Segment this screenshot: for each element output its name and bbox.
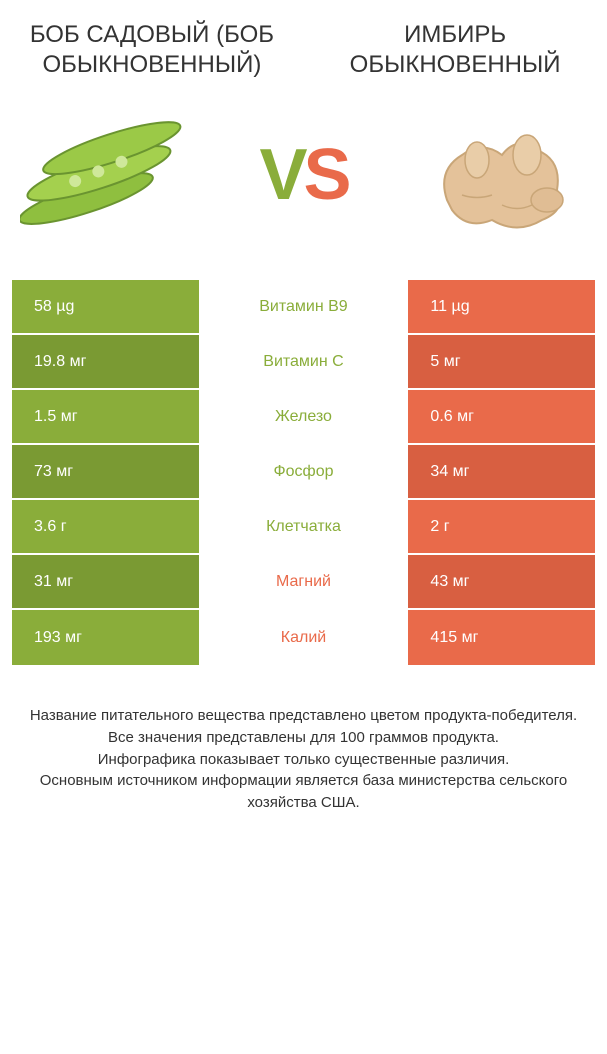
vs-s: S (304, 134, 348, 216)
value-left: 73 мг (12, 445, 199, 500)
nutrient-label: Магний (199, 555, 409, 610)
value-right: 0.6 мг (408, 390, 595, 445)
value-right: 34 мг (408, 445, 595, 500)
vs-label: VS (259, 134, 347, 216)
infographic-container: БОБ САДОВЫЙ (БОБ ОБЫКНОВЕННЫЙ) ИМБИРЬ ОБ… (0, 0, 607, 814)
footnote: Название питательного вещества представл… (12, 705, 595, 814)
images-row: VS (12, 100, 595, 250)
title-right: ИМБИРЬ ОБЫКНОВЕННЫЙ (315, 20, 595, 80)
value-right: 11 µg (408, 280, 595, 335)
value-left: 3.6 г (12, 500, 199, 555)
nutrient-label: Витамин C (199, 335, 409, 390)
value-right: 43 мг (408, 555, 595, 610)
table-row: 58 µgВитамин B911 µg (12, 280, 595, 335)
table-row: 193 мгКалий415 мг (12, 610, 595, 665)
footnote-line: Основным источником информации является … (22, 770, 585, 814)
table-row: 31 мгМагний43 мг (12, 555, 595, 610)
footnote-line: Инфографика показывает только существенн… (22, 749, 585, 771)
ginger-image (407, 100, 587, 250)
value-left: 31 мг (12, 555, 199, 610)
nutrient-label: Калий (199, 610, 409, 665)
nutrient-label: Железо (199, 390, 409, 445)
nutrient-label: Фосфор (199, 445, 409, 500)
table-row: 1.5 мгЖелезо0.6 мг (12, 390, 595, 445)
value-right: 2 г (408, 500, 595, 555)
vs-v: V (259, 134, 303, 216)
value-left: 19.8 мг (12, 335, 199, 390)
value-left: 58 µg (12, 280, 199, 335)
beans-icon (20, 100, 200, 250)
titles-row: БОБ САДОВЫЙ (БОБ ОБЫКНОВЕННЫЙ) ИМБИРЬ ОБ… (12, 20, 595, 80)
title-left: БОБ САДОВЫЙ (БОБ ОБЫКНОВЕННЫЙ) (12, 20, 292, 80)
footnote-line: Название питательного вещества представл… (22, 705, 585, 727)
ginger-icon (407, 100, 587, 250)
nutrient-label: Витамин B9 (199, 280, 409, 335)
value-left: 193 мг (12, 610, 199, 665)
table-row: 73 мгФосфор34 мг (12, 445, 595, 500)
table-row: 19.8 мгВитамин C5 мг (12, 335, 595, 390)
value-right: 415 мг (408, 610, 595, 665)
value-right: 5 мг (408, 335, 595, 390)
table-row: 3.6 гКлетчатка2 г (12, 500, 595, 555)
footnote-line: Все значения представлены для 100 граммо… (22, 727, 585, 749)
beans-image (20, 100, 200, 250)
comparison-table: 58 µgВитамин B911 µg19.8 мгВитамин C5 мг… (12, 280, 595, 665)
nutrient-label: Клетчатка (199, 500, 409, 555)
value-left: 1.5 мг (12, 390, 199, 445)
